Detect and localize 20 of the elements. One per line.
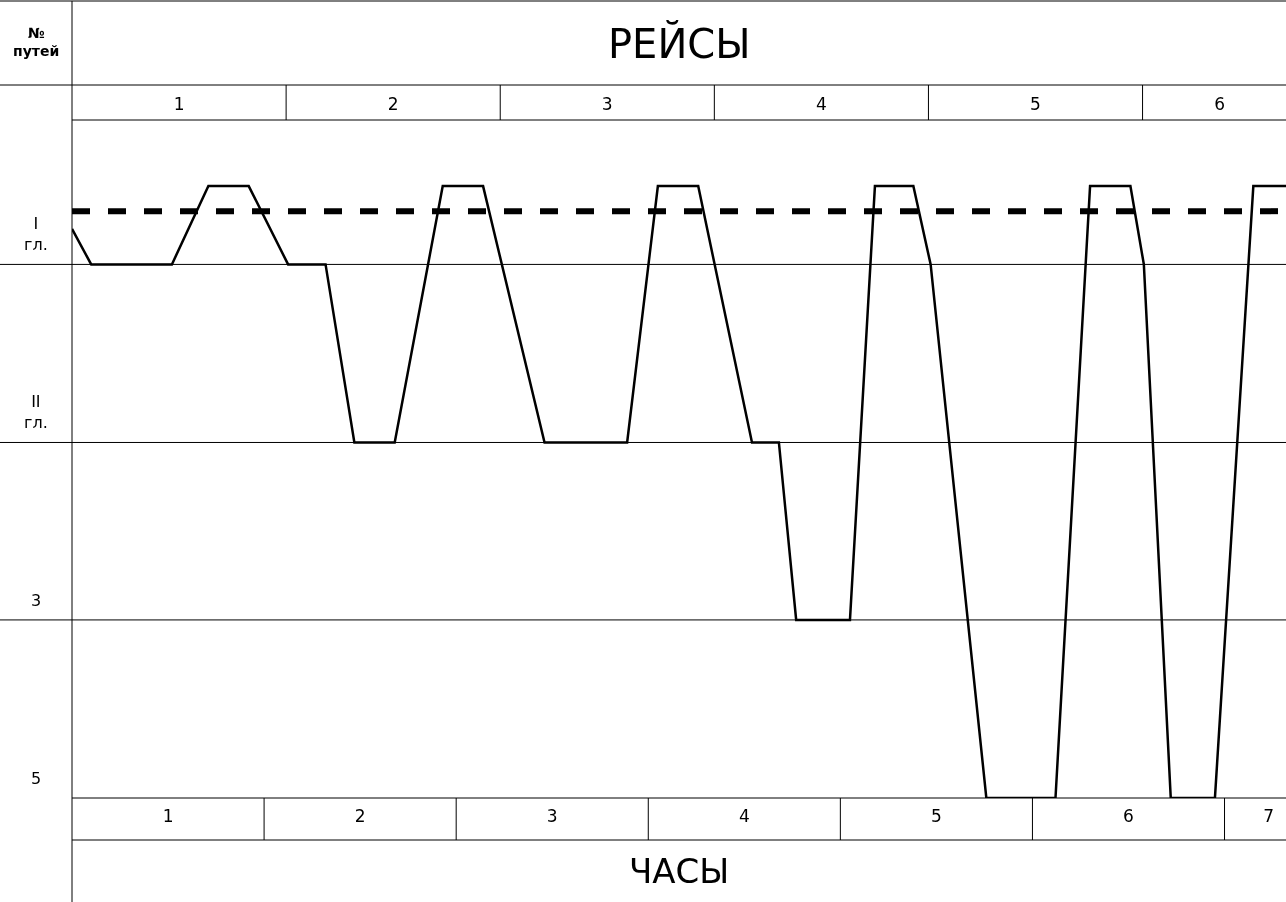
x-tick-label: 7: [1263, 806, 1275, 826]
x-tick-label: 2: [354, 806, 366, 826]
x2-tick-label: 6: [1214, 93, 1226, 114]
x-tick-label: 6: [1123, 806, 1134, 826]
text: I гл.: [24, 214, 48, 254]
text: II гл.: [24, 392, 48, 432]
x-axis-title: ЧАСЫ: [629, 851, 730, 891]
x-tick-label: 5: [930, 806, 942, 826]
x2-tick-label: 4: [815, 93, 827, 114]
text: 3: [31, 591, 42, 610]
x-tick-label: 4: [738, 806, 750, 826]
text: 5: [31, 769, 42, 788]
x2-tick-label: 5: [1030, 93, 1041, 114]
x2-tick-label: 2: [387, 93, 399, 114]
x-tick-label: 3: [546, 806, 558, 826]
x2-tick-label: 3: [601, 93, 613, 114]
y-axis-title: № путей: [13, 25, 60, 60]
x2-axis-title: РЕЙСЫ: [608, 20, 751, 67]
x-tick-label: 1: [162, 806, 174, 826]
x2-tick-label: 1: [173, 93, 185, 114]
